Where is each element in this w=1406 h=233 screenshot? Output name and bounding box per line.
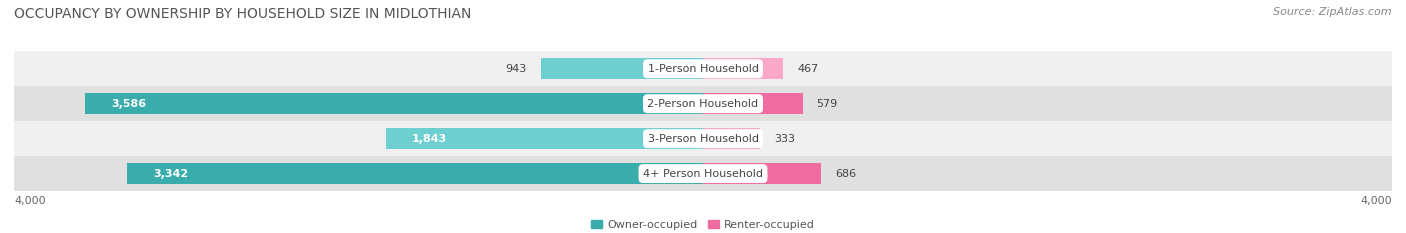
Text: 4,000: 4,000 [1361,196,1392,206]
Bar [14,156,1392,191]
Bar [385,128,703,149]
Text: 333: 333 [775,134,796,144]
Bar [14,86,1392,121]
Bar [14,121,1392,156]
Text: 3,586: 3,586 [111,99,146,109]
Text: OCCUPANCY BY OWNERSHIP BY HOUSEHOLD SIZE IN MIDLOTHIAN: OCCUPANCY BY OWNERSHIP BY HOUSEHOLD SIZE… [14,7,471,21]
Text: 943: 943 [506,64,527,74]
Text: 1,843: 1,843 [412,134,447,144]
Text: 4,000: 4,000 [14,196,45,206]
Text: 686: 686 [835,169,856,178]
Bar [703,93,803,114]
Text: 3,342: 3,342 [153,169,188,178]
Legend: Owner-occupied, Renter-occupied: Owner-occupied, Renter-occupied [586,216,820,233]
Bar [128,163,703,184]
Text: 579: 579 [817,99,838,109]
Bar [703,163,821,184]
Bar [86,93,703,114]
Bar [14,51,1392,86]
Bar [540,58,703,79]
Text: Source: ZipAtlas.com: Source: ZipAtlas.com [1274,7,1392,17]
Text: 4+ Person Household: 4+ Person Household [643,169,763,178]
Text: 3-Person Household: 3-Person Household [648,134,758,144]
Text: 467: 467 [797,64,818,74]
Text: 2-Person Household: 2-Person Household [647,99,759,109]
Bar [703,58,783,79]
Bar [703,128,761,149]
Text: 1-Person Household: 1-Person Household [648,64,758,74]
